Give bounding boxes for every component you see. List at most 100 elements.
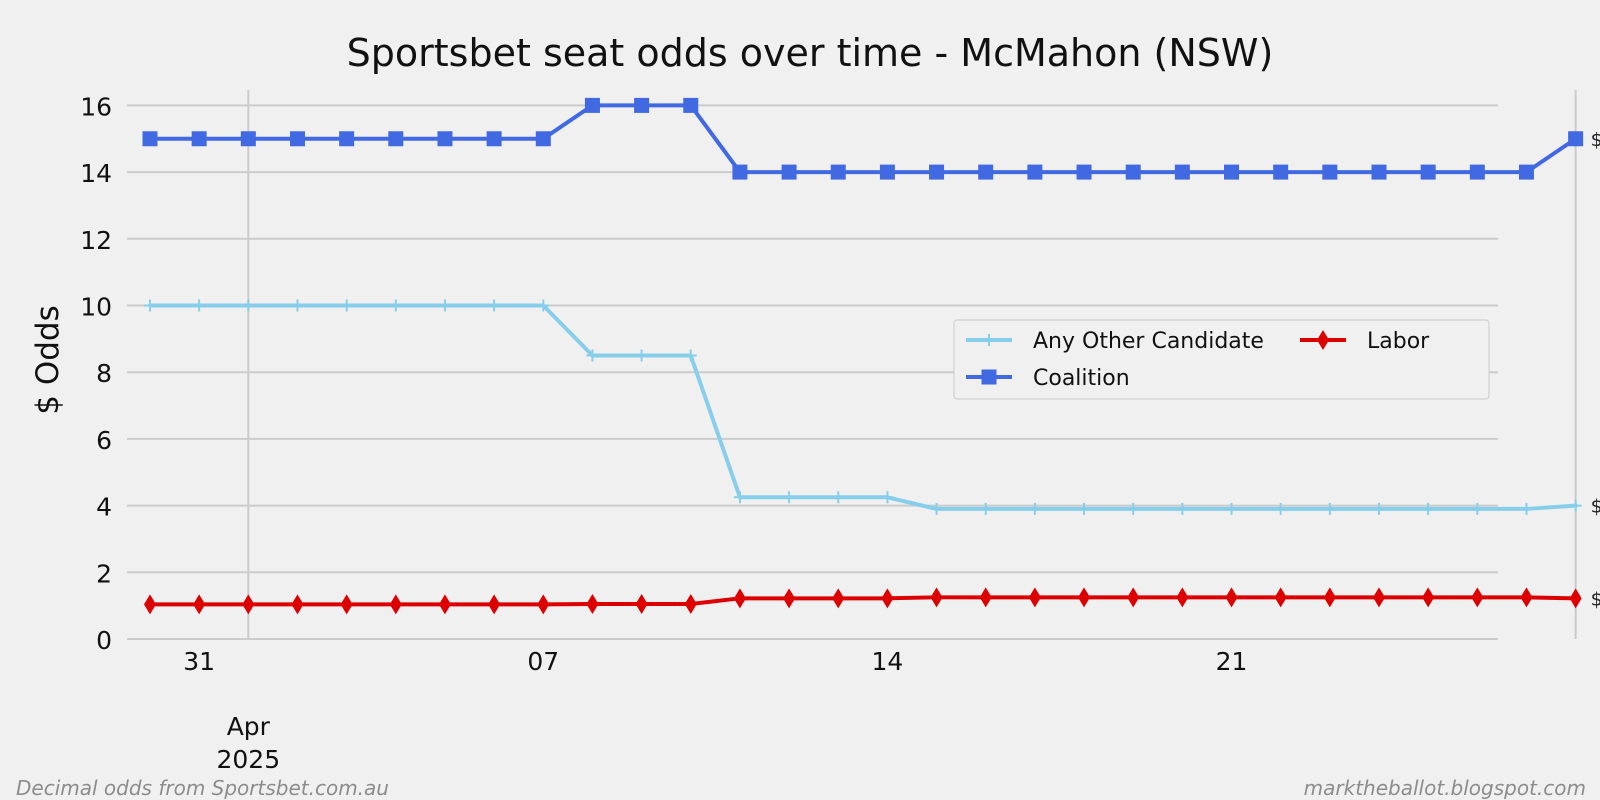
data-point [1518,164,1534,180]
data-point [144,299,156,312]
x-tick-year-label: 2025 [217,745,281,774]
data-point [488,299,501,312]
data-point [1224,164,1240,180]
data-point [142,131,158,147]
data-point [339,131,355,147]
data-point [1322,164,1338,180]
data-point [242,299,255,312]
data-point [1471,502,1484,515]
data-point [584,97,600,113]
y-tick-label: 6 [96,426,112,455]
chart-title: Sportsbet seat odds over time - McMahon … [347,31,1274,75]
series-any-other-candidate: $4.00 [144,299,1600,518]
legend-entry: Coalition [966,366,1130,391]
data-point [635,349,648,362]
data-point [437,131,453,147]
data-point [930,502,943,515]
legend-label: Coalition [1033,366,1130,391]
data-point [389,299,402,312]
legend-swatch-marker [981,369,997,385]
data-point [733,588,746,609]
data-point [1078,587,1091,608]
data-point [289,131,305,147]
x-tick-month-label: Apr [227,712,271,741]
data-point [1274,587,1287,608]
data-point [1469,164,1485,180]
data-point [1373,587,1385,608]
data-point [634,97,650,113]
y-tick-label: 16 [80,92,112,121]
data-point [1323,502,1336,515]
data-point [1225,502,1238,515]
legend-label: Labor [1367,329,1430,354]
legend: Any Other Candidate Labor Coalition [953,319,1490,400]
data-point [1520,587,1533,608]
legend-entry: Any Other Candidate [966,329,1264,354]
data-point [586,349,599,362]
data-point [635,593,648,614]
data-point [1373,502,1385,515]
data-point [1471,587,1484,608]
data-point [340,594,353,615]
end-value-label: $1.22 [1591,588,1600,610]
x-tick-label: 21 [1216,647,1248,676]
y-axis-label: $ Odds [30,305,66,414]
data-point [340,299,353,312]
website-credit: marktheballot.blogspot.com [1303,776,1586,800]
data-point [242,594,255,615]
data-point [1569,499,1582,512]
data-point [881,491,894,504]
data-point [1078,502,1091,515]
y-tick-label: 10 [80,293,112,322]
data-point [684,349,697,362]
data-point [1174,164,1190,180]
data-point [881,588,894,609]
data-point [191,131,207,147]
data-point [978,164,994,180]
data-point [1422,587,1435,608]
data-point [1176,587,1189,608]
data-point [1127,502,1140,515]
data-point [979,502,992,515]
data-point [781,164,797,180]
end-value-label: $15.00 [1591,129,1600,151]
series-coalition: $15.00 [142,97,1600,180]
series-line [148,303,1578,511]
data-point [1420,164,1436,180]
data-point [291,299,304,312]
legend-swatch-marker [1317,330,1329,350]
y-tick-label: 12 [80,226,112,255]
data-point [783,588,796,609]
data-point [193,299,206,312]
data-point [1371,164,1387,180]
legend-swatch-marker [983,334,995,346]
y-tick-label: 2 [96,559,112,588]
source-note: Decimal odds from Sportsbet.com.au [16,776,389,800]
data-point [879,164,895,180]
data-point [830,164,846,180]
data-point [535,131,551,147]
data-point [1273,164,1289,180]
data-point [733,491,746,504]
series-labor: $1.22 [144,587,1600,615]
data-point [929,164,945,180]
data-point [1076,164,1092,180]
legend-entry: Labor [1300,329,1430,354]
data-point [486,131,502,147]
y-tick-label: 8 [96,359,112,388]
data-point [389,594,402,615]
data-point [291,594,304,615]
data-point [1127,587,1140,608]
y-tick-label: 4 [96,493,112,522]
data-point [1568,131,1584,147]
data-point [1274,502,1287,515]
data-point [537,299,550,312]
data-point [193,594,206,615]
data-point [1323,587,1336,608]
x-tick-label: 07 [527,647,559,676]
series-line [148,103,1578,175]
data-point [783,491,796,504]
series-layer: $4.00 $15.00 $1.22 [142,97,1600,615]
data-point [1569,588,1582,609]
